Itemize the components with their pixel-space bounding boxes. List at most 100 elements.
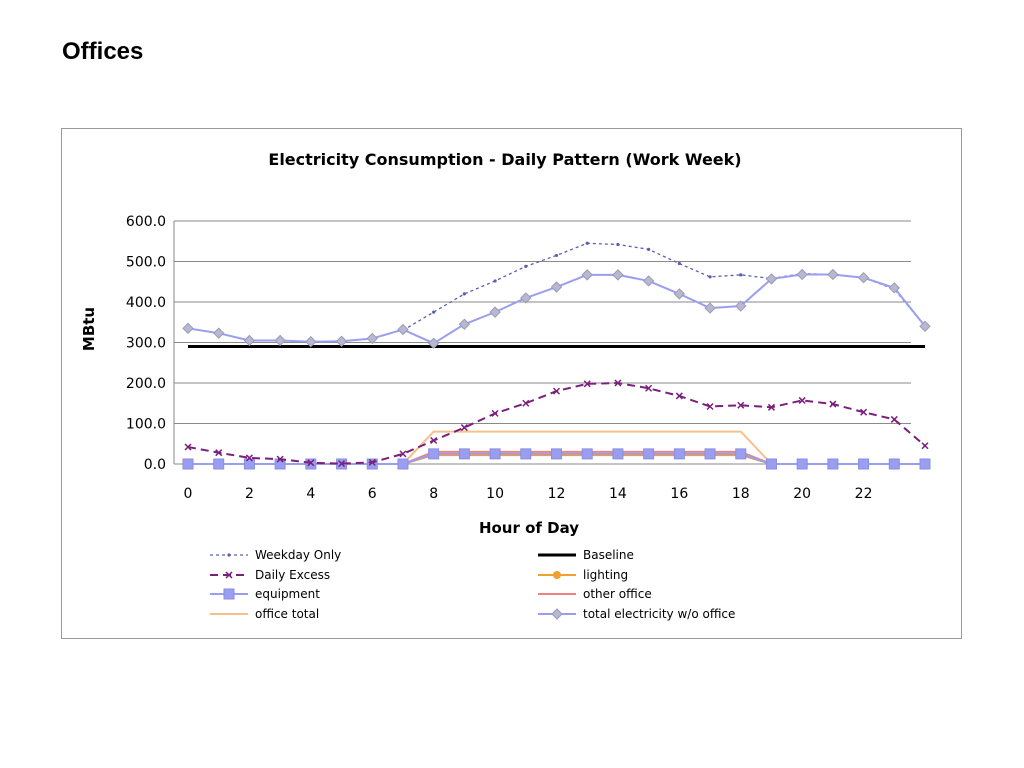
legend-label-office-total: office total — [255, 607, 319, 621]
equipment-point — [213, 458, 225, 470]
legend-label-baseline: Baseline — [583, 548, 634, 562]
daily-excess-point — [798, 396, 806, 404]
legend-label-weekday-only: Weekday Only — [255, 548, 341, 562]
daily-excess-point — [215, 449, 223, 457]
equipment-point — [458, 448, 470, 460]
total-electricity-w-o-office-point — [489, 306, 501, 318]
total-electricity-w-o-office-point — [182, 322, 194, 335]
y-tick-label: 500.0 — [126, 255, 166, 271]
y-tick-labels: 0.0 100.0 200.0 300.0 400.0 500.0 600.0 — [126, 214, 166, 473]
y-axis-title: MBtu — [80, 307, 98, 351]
legend-label-equipment: equipment — [255, 587, 320, 601]
weekday-only-point — [585, 241, 589, 245]
equipment-point — [581, 448, 593, 460]
total-electricity-w-o-office-point — [888, 282, 900, 294]
weekday-only-point — [616, 242, 620, 247]
equipment-point — [888, 458, 900, 470]
daily-excess-point — [276, 455, 284, 463]
equipment-point — [919, 458, 931, 470]
legend-lighting-point — [553, 571, 561, 579]
equipment-point — [305, 458, 317, 470]
x-tick-label: 20 — [793, 486, 811, 502]
total-electricity-w-o-office-point — [612, 269, 624, 281]
legend-label-other-office: other office — [583, 587, 652, 601]
weekday-only-point — [493, 279, 497, 283]
legend-label-total-electricity-w-o-office: total electricity w/o office — [583, 607, 735, 621]
x-tick-label: 6 — [368, 486, 377, 502]
daily-excess-point — [645, 384, 653, 392]
equipment-point — [765, 458, 777, 470]
total-electricity-w-o-office-point — [427, 337, 440, 350]
x-tick-label: 4 — [306, 486, 315, 502]
daily-excess-point — [706, 402, 714, 411]
daily-excess-point — [491, 409, 499, 417]
daily-excess-point — [552, 387, 561, 395]
equipment-point — [243, 458, 255, 470]
total-electricity-w-o-office-point — [520, 292, 532, 304]
x-tick-labels: 0 2 4 6 8 10 12 14 16 18 20 22 — [184, 486, 873, 502]
legend-item-daily-excess: Daily Excess — [210, 568, 330, 582]
daily-excess-point — [675, 392, 683, 400]
weekday-only-point — [554, 253, 559, 258]
equipment-point — [520, 448, 532, 460]
total-electricity-w-o-office-point — [550, 281, 563, 293]
x-tick-label: 22 — [855, 486, 873, 502]
y-tick-label: 200.0 — [126, 376, 166, 392]
y-tick-label: 300.0 — [126, 336, 166, 352]
equipment-point — [182, 458, 194, 470]
daily-excess-point — [890, 415, 898, 423]
electricity-chart: Electricity Consumption - Daily Pattern … — [80, 150, 931, 621]
legend: Weekday Only Baseline Daily Excess lighting… — [210, 548, 735, 621]
legend-label-daily-excess: Daily Excess — [255, 568, 330, 582]
legend-item-other-office: other office — [538, 587, 652, 601]
equipment-point — [796, 458, 808, 470]
series-equipment — [182, 448, 931, 470]
total-electricity-w-o-office-point — [305, 335, 317, 348]
weekday-only-point — [647, 247, 651, 251]
daily-excess-point — [338, 460, 346, 468]
daily-excess-point — [829, 400, 837, 408]
total-electricity-w-o-office-point — [397, 323, 409, 336]
weekday-only-point — [462, 292, 466, 296]
daily-excess-point — [460, 424, 468, 432]
page-title: Offices — [62, 38, 144, 65]
total-electricity-w-o-office-point — [796, 268, 808, 281]
y-tick-label: 0.0 — [144, 457, 166, 473]
equipment-point — [612, 448, 624, 460]
equipment-point — [858, 458, 870, 470]
legend-item-baseline: Baseline — [538, 548, 634, 562]
total-electricity-w-o-office-point — [335, 335, 348, 347]
x-tick-label: 18 — [732, 486, 750, 502]
daily-excess-point — [583, 380, 591, 388]
total-electricity-w-o-office-point — [366, 332, 378, 345]
daily-excess-point — [522, 399, 530, 407]
x-tick-label: 12 — [548, 486, 566, 502]
x-tick-label: 14 — [609, 486, 627, 502]
legend-weekday-only-point — [227, 553, 231, 557]
daily-excess-point — [430, 436, 438, 445]
daily-excess-point — [614, 379, 622, 387]
equipment-point — [397, 458, 409, 470]
y-tick-label: 600.0 — [126, 214, 166, 230]
weekday-only-point — [739, 273, 743, 277]
x-tick-label: 2 — [245, 486, 254, 502]
total-electricity-w-o-office-point — [274, 334, 286, 347]
x-axis-title: Hour of Day — [479, 519, 579, 537]
equipment-point — [827, 458, 839, 470]
x-tick-label: 16 — [670, 486, 688, 502]
legend-item-total-electricity-w-o-office: total electricity w/o office — [538, 607, 735, 621]
total-electricity-w-o-office-point — [673, 288, 686, 300]
series-total-electricity-w-o-office — [182, 268, 931, 350]
series-daily-excess — [184, 379, 929, 468]
grid-lines — [173, 220, 911, 465]
series-layer — [182, 241, 931, 470]
legend-item-weekday-only: Weekday Only — [210, 548, 341, 562]
equipment-point — [643, 448, 655, 460]
x-tick-label: 10 — [486, 486, 504, 502]
weekday-only-point — [524, 264, 528, 268]
legend-equipment-point — [223, 588, 235, 600]
weekday-only-point — [708, 275, 712, 279]
equipment-point — [735, 448, 747, 460]
total-electricity-w-o-office-point — [581, 269, 593, 281]
equipment-point — [551, 448, 562, 460]
